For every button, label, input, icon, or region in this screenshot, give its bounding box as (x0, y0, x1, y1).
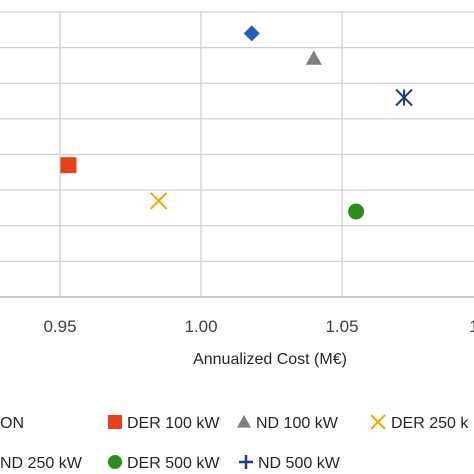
data-point-square (60, 157, 77, 174)
triangle-marker (237, 415, 251, 428)
legend-marker-triangle (237, 415, 251, 428)
legend: ON ND 250 kW DER 100 kW ND 100 kW DER 250 k D… (0, 414, 469, 472)
data-point-triangle (305, 50, 322, 65)
legend-marker-x (370, 414, 386, 430)
legend-label: ND 250 kW (0, 455, 83, 472)
grid-lines (0, 11, 474, 298)
x-tick-labels: 0.95 1.00 1.05 1 (43, 317, 474, 336)
legend-label: ON (0, 415, 24, 432)
legend-label: DER 500 kW (127, 455, 220, 472)
x-marker-stroke (149, 192, 168, 210)
legend-label: ND 100 kW (256, 415, 339, 432)
x-tick-label: 0.95 (43, 317, 76, 336)
data-point-diamond (243, 25, 260, 42)
legend-label: DER 250 k (391, 415, 469, 432)
legend-marker-circle (108, 455, 122, 469)
legend-label: ND 500 kW (258, 455, 341, 472)
circle-marker (108, 455, 122, 469)
triangle-marker (305, 50, 322, 65)
square-marker (108, 415, 122, 429)
data-point-x (149, 192, 168, 210)
data-points (60, 25, 413, 220)
circle-marker (348, 203, 365, 220)
x-tick-label: 1 (469, 317, 474, 336)
data-point-circle (348, 203, 365, 220)
legend-label: DER 100 kW (127, 415, 220, 432)
x-axis-title: Annualized Cost (M€) (193, 351, 347, 368)
x-tick-label: 1.00 (184, 317, 217, 336)
data-point-star (395, 88, 413, 107)
x-tick-label: 1.05 (325, 317, 358, 336)
legend-marker-plus (239, 455, 253, 469)
square-marker (60, 157, 77, 174)
x-marker-stroke (370, 414, 386, 430)
diamond-marker (243, 25, 260, 42)
legend-marker-square (108, 415, 122, 429)
